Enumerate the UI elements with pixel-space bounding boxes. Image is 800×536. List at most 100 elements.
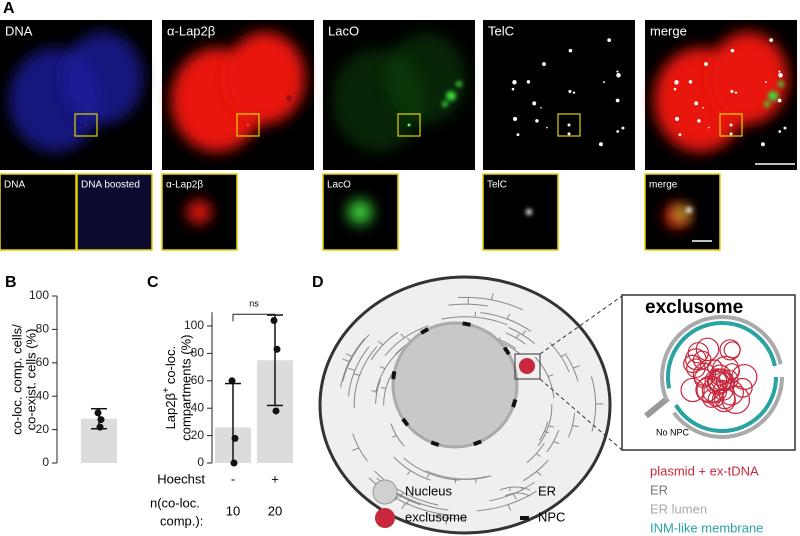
panel-label: D: [312, 274, 324, 291]
telC-dot: [621, 126, 625, 130]
telC-dot: [688, 80, 693, 84]
y-tick-label: 0: [197, 455, 204, 469]
er-arc: [347, 346, 370, 397]
er-branch: [379, 366, 386, 370]
inset: TelC: [482, 173, 559, 251]
telC-dot: [674, 116, 680, 122]
telC-dot: [769, 38, 774, 43]
data-point: [272, 407, 280, 415]
inset: DNA: [0, 173, 77, 251]
key-label: ER: [650, 482, 668, 497]
er-branch: [507, 504, 512, 511]
plasmid-loop: [680, 377, 705, 403]
er-branch: [352, 447, 360, 451]
npc: [502, 346, 511, 356]
zoom-line: [539, 295, 623, 355]
er-branch: [547, 374, 554, 378]
telC-dot: [546, 126, 548, 129]
plasmid-loop: [687, 342, 709, 364]
telC-dot: [598, 142, 603, 147]
n-title: n(co-loc.: [150, 495, 200, 510]
y-axis-label: co-exist. cells (%): [23, 329, 38, 431]
inset-bg: [76, 173, 153, 251]
er-branch: [353, 373, 360, 376]
er-stalk: [644, 395, 670, 419]
lacO-spot: [764, 101, 770, 107]
telC-dot: [708, 126, 710, 129]
telC-dot: [526, 80, 531, 84]
er-branch: [454, 478, 457, 484]
legend-er: [499, 486, 531, 497]
y-tick-label: 100: [29, 288, 49, 302]
y-tick-label: 80: [191, 346, 205, 360]
plasmid-loop: [692, 362, 717, 387]
er-branch: [515, 333, 520, 339]
er-branch: [506, 313, 511, 320]
n-value: 10: [226, 503, 240, 518]
image-label: LacO: [328, 23, 359, 38]
sig-bracket: [232, 313, 276, 322]
telC-dot: [765, 81, 767, 84]
telC-dot: [512, 80, 517, 85]
er-branch: [401, 502, 406, 510]
micrograph: DNA: [0, 20, 152, 170]
image-label: α-Lap2β: [167, 23, 215, 38]
telC-dot: [730, 48, 735, 53]
er-branch: [394, 494, 400, 501]
telC-dot: [778, 70, 781, 73]
data-point: [97, 416, 105, 424]
zoom-note: No NPC: [656, 427, 690, 437]
er-arc: [441, 316, 508, 326]
npc: [420, 327, 430, 335]
nucleus-signal: [63, 32, 143, 124]
er-arc: [384, 325, 430, 356]
inset: merge: [644, 173, 721, 251]
legend-nucleus: [372, 479, 398, 505]
er-branch: [348, 367, 356, 371]
inset-signal: [526, 209, 532, 215]
y-tick-label: 80: [36, 322, 50, 336]
panel-label: A: [3, 0, 15, 17]
y-tick-label: 40: [191, 400, 205, 414]
telC-dot: [783, 126, 787, 130]
sig-label: ns: [249, 299, 259, 309]
y-tick-label: 0: [42, 455, 49, 469]
inset: LacO: [322, 173, 399, 251]
inset-bg: [482, 173, 559, 251]
image-label: DNA: [5, 23, 33, 38]
y-axis-label: compartments (%): [178, 335, 193, 441]
legend-label: ER: [538, 483, 556, 498]
er-membrane: [660, 315, 784, 439]
x-tick-label: +: [271, 471, 279, 486]
er-branch: [405, 499, 410, 506]
telC-dot: [778, 130, 782, 133]
er-branch: [572, 365, 580, 369]
telC-dot: [702, 106, 704, 109]
er-branch: [445, 517, 448, 525]
x-row-title: Hoechst: [157, 471, 205, 486]
nucleus-signal: [225, 32, 305, 124]
legend-exclusome: [375, 508, 395, 528]
er-arc: [368, 477, 450, 516]
telC-dot: [616, 130, 620, 133]
er-arc: [534, 356, 555, 399]
roi-spot: [407, 123, 411, 127]
telC-dot: [697, 119, 701, 123]
npc: [401, 417, 410, 427]
er-arc: [539, 421, 549, 441]
telC-dot: [616, 73, 621, 78]
er-branch: [553, 440, 560, 445]
y-tick-label: 60: [36, 355, 50, 369]
legend-label: Nucleus: [405, 483, 452, 498]
exclusome-box: [514, 353, 541, 380]
image-bg: [483, 20, 635, 170]
er-arc: [353, 346, 378, 408]
data-point: [273, 345, 281, 353]
roi-box: [74, 113, 98, 137]
inset: α-Lap2β: [161, 173, 238, 251]
er-branch: [560, 353, 567, 357]
data-point: [231, 434, 239, 442]
lacO-spot: [768, 91, 778, 101]
